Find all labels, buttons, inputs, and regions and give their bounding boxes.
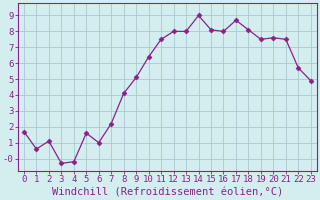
X-axis label: Windchill (Refroidissement éolien,°C): Windchill (Refroidissement éolien,°C) (52, 187, 283, 197)
